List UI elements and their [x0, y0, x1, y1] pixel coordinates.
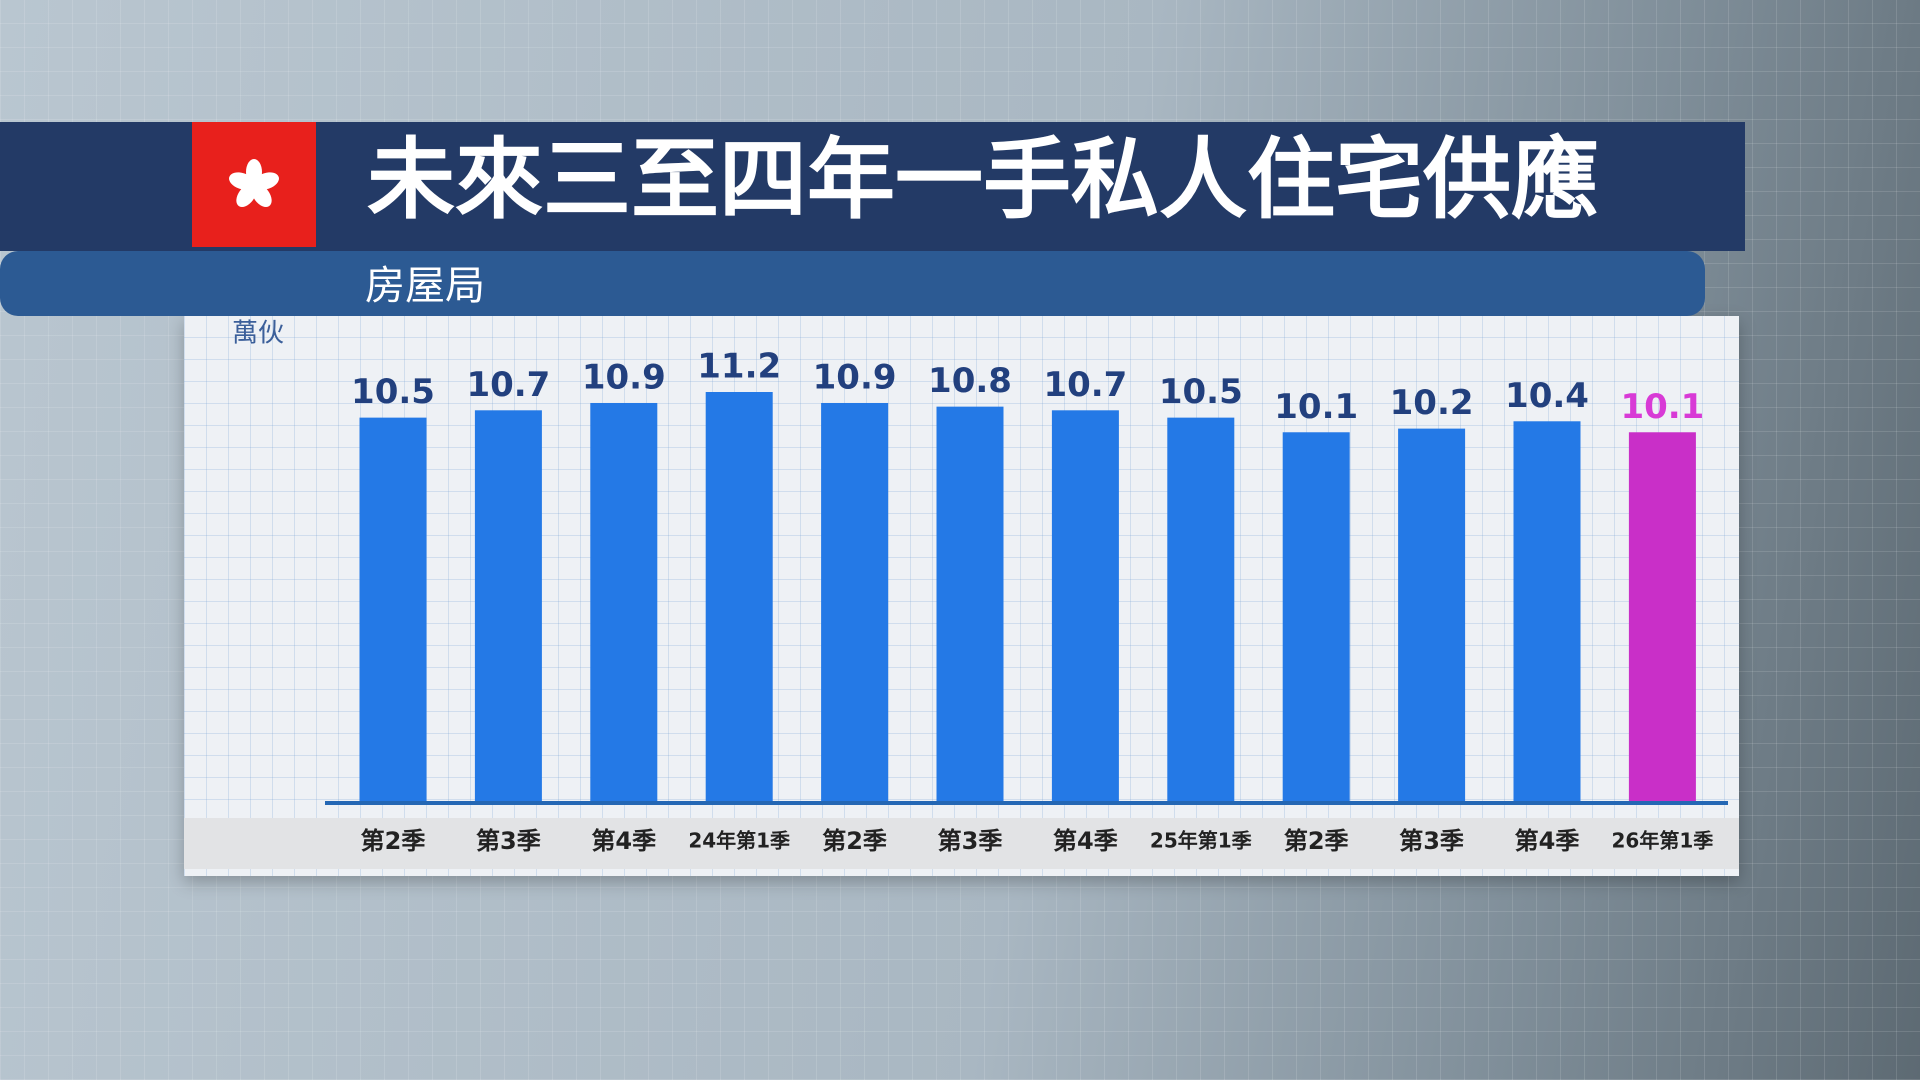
bar	[1398, 428, 1466, 802]
value-label: 10.1	[1620, 387, 1704, 427]
bar	[1051, 410, 1119, 802]
value-label: 10.5	[351, 372, 435, 412]
x-tick-label: 26年第1季	[1612, 829, 1714, 853]
bar	[474, 410, 542, 802]
bar	[936, 406, 1004, 802]
x-tick-label: 24年第1季	[688, 829, 790, 853]
x-tick-label: 25年第1季	[1150, 829, 1252, 853]
x-tick-label: 第3季	[476, 827, 541, 855]
x-tick-label: 第4季	[1053, 827, 1118, 855]
x-tick-label: 第4季	[591, 827, 656, 855]
x-tick-label: 第4季	[1515, 827, 1580, 855]
bar	[359, 417, 427, 802]
subtitle-banner	[0, 251, 1705, 316]
chart-title: 未來三至四年一手私人住宅供應	[367, 128, 1599, 231]
bar	[1628, 432, 1696, 802]
x-tick-label: 第2季	[822, 827, 887, 855]
bar	[1282, 432, 1350, 802]
bar	[590, 402, 658, 802]
value-label: 11.2	[697, 347, 781, 387]
x-tick-label: 第2季	[361, 827, 426, 855]
x-tick-label: 第2季	[1284, 827, 1349, 855]
bar	[1167, 417, 1235, 802]
chart-subtitle: 房屋局	[365, 263, 485, 309]
value-label: 10.7	[1043, 365, 1127, 405]
x-tick-label: 第3季	[938, 827, 1003, 855]
value-label: 10.5	[1159, 372, 1243, 412]
unit-label: 萬伙	[232, 319, 284, 349]
category-band	[184, 818, 1739, 869]
value-label: 10.9	[582, 357, 666, 397]
value-label: 10.8	[928, 361, 1012, 401]
flag-emblem	[229, 159, 279, 208]
x-tick-label: 第3季	[1399, 827, 1464, 855]
value-label: 10.4	[1505, 376, 1589, 416]
value-label: 10.9	[813, 357, 897, 397]
value-label: 10.1	[1274, 387, 1358, 427]
bar	[821, 402, 889, 802]
value-label: 10.7	[466, 365, 550, 405]
value-label: 10.2	[1390, 383, 1474, 423]
bar	[1513, 421, 1581, 802]
bar	[705, 392, 773, 802]
